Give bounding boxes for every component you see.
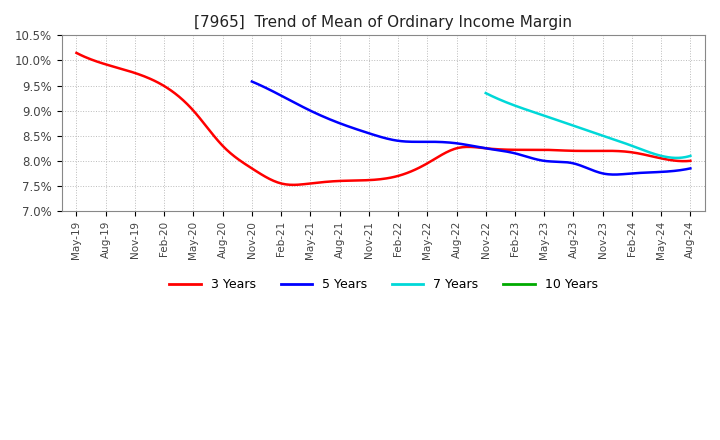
Legend: 3 Years, 5 Years, 7 Years, 10 Years: 3 Years, 5 Years, 7 Years, 10 Years bbox=[164, 273, 603, 296]
Title: [7965]  Trend of Mean of Ordinary Income Margin: [7965] Trend of Mean of Ordinary Income … bbox=[194, 15, 572, 30]
